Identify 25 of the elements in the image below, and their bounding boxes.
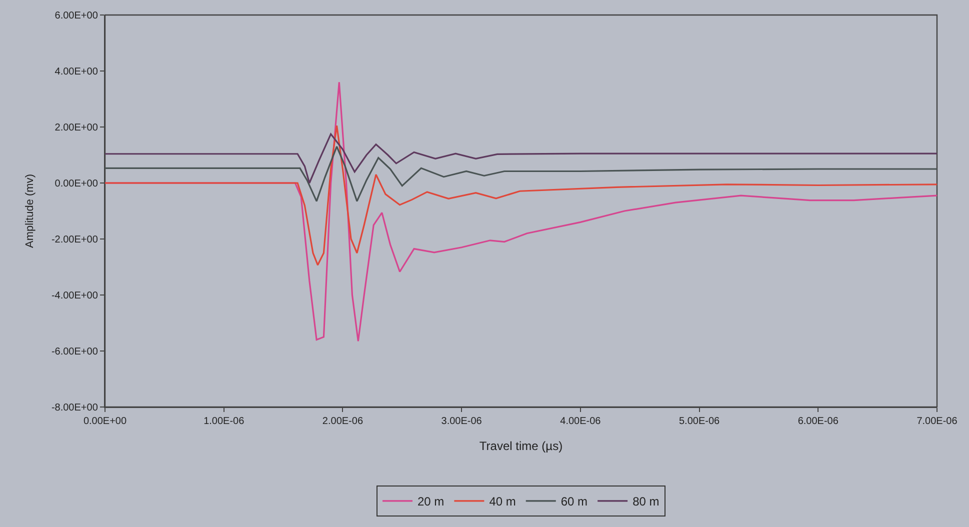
x-tick-label: 4.00E-06	[560, 416, 602, 428]
y-tick-label: 0.00E+00	[54, 178, 98, 190]
y-axis-title: Amplitude (mv)	[24, 174, 36, 248]
x-tick-label: 5.00E-06	[678, 416, 720, 428]
y-tick-label: -6.00E+00	[51, 346, 98, 358]
x-tick-label: 6.00E-06	[798, 416, 839, 428]
y-tick-label: -4.00E+00	[51, 290, 98, 302]
x-tick-label: 0.00E+00	[83, 416, 127, 428]
x-tick-label: 1.00E-06	[204, 416, 245, 428]
legend-label: 60 m	[560, 494, 588, 509]
y-tick-label: 2.00E+00	[54, 122, 98, 134]
legend-label: 20 m	[418, 494, 444, 509]
legend-label: 80 m	[632, 494, 660, 509]
y-tick-label: 4.00E+00	[54, 66, 98, 78]
line-series	[105, 124, 937, 266]
y-tick-label: 6.00E+00	[54, 10, 98, 22]
x-tick-label: 2.00E-06	[322, 416, 364, 428]
x-axis-title: Travel time (µs)	[479, 439, 563, 453]
x-tick-label: 7.00E-06	[916, 416, 958, 428]
y-tick-label: -2.00E+00	[51, 234, 98, 246]
x-tick-label: 3.00E-06	[441, 416, 482, 428]
y-tick-label: -8.00E+00	[51, 402, 98, 414]
line-series	[105, 133, 937, 184]
legend-label: 40 m	[489, 494, 516, 509]
line-series	[105, 146, 937, 202]
